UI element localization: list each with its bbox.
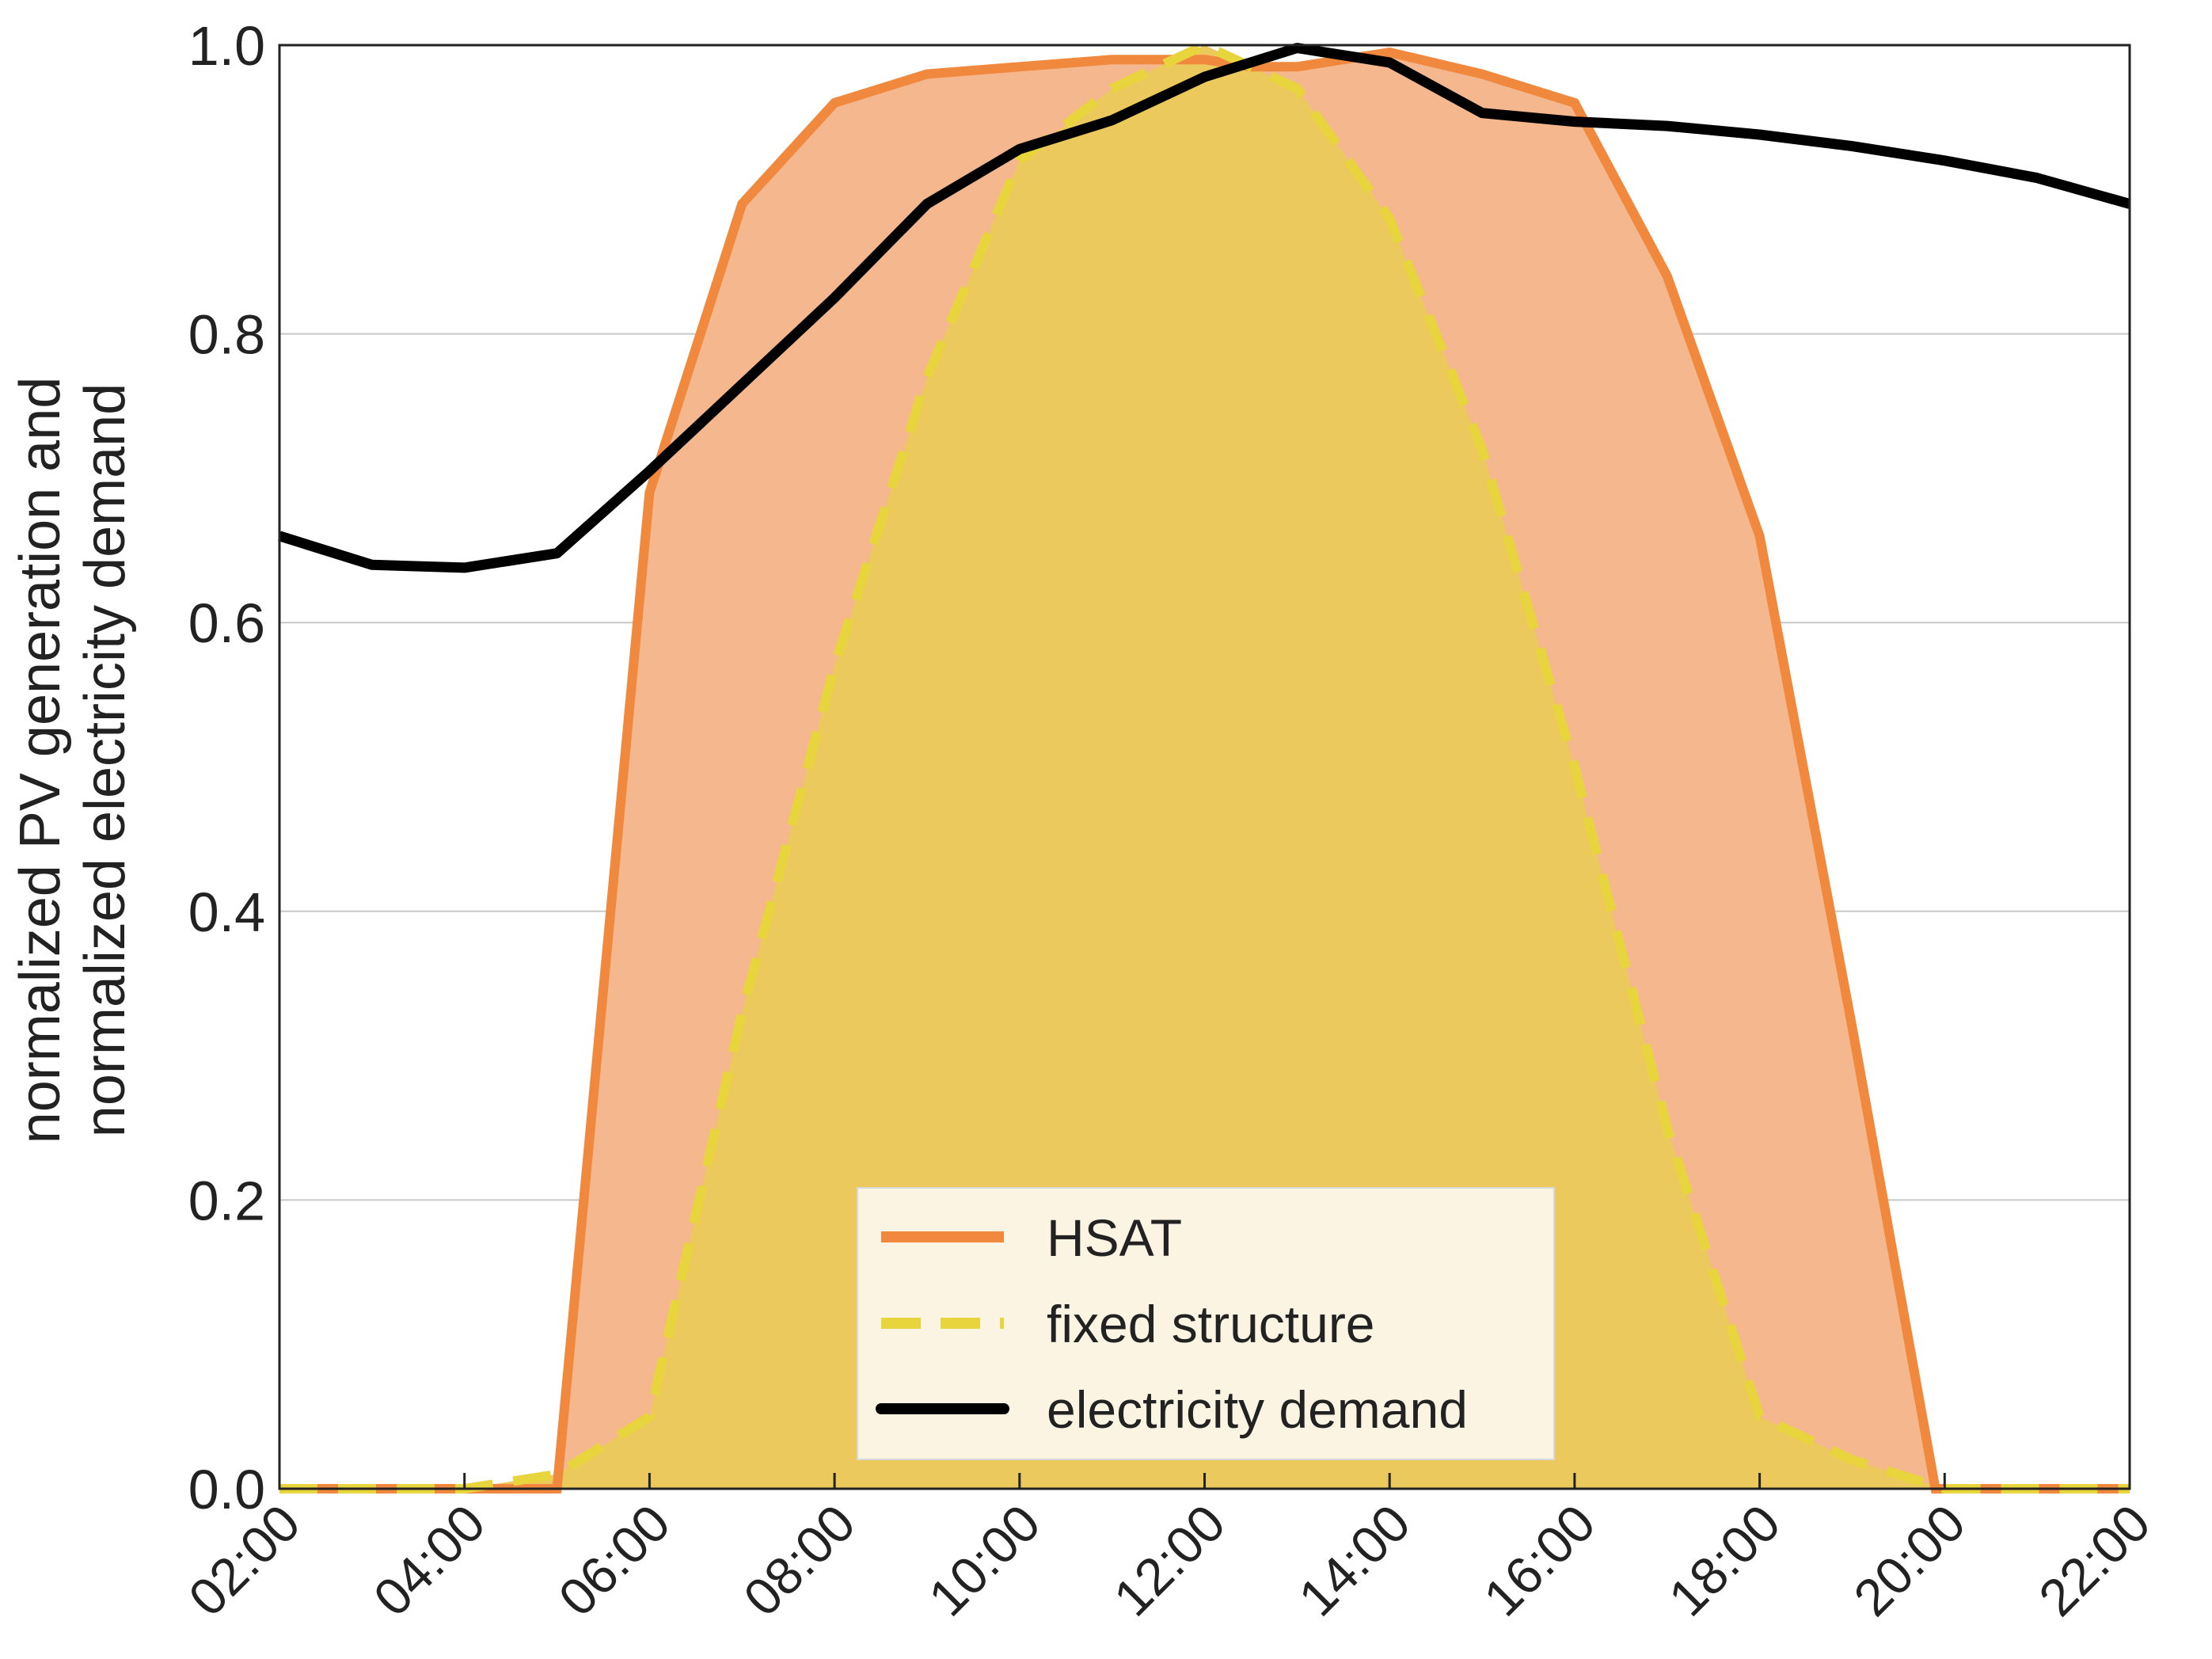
axis-ticks [278, 1473, 2131, 1489]
y-tick-label-3: 0.6 [188, 592, 265, 654]
series-lines [278, 40, 2131, 1493]
y-tick-label-2: 0.4 [188, 881, 265, 943]
legend: HSAT fixed structure electricity demand [857, 1187, 1555, 1460]
legend-label-fixed-structure: fixed structure [1047, 1295, 1375, 1353]
y-axis-title-line-1: normalized PV generation and [9, 377, 72, 1144]
y-axis-title-line-2: normalized electricity demand [74, 383, 137, 1137]
y-tick-label-5: 1.0 [188, 15, 265, 77]
y-tick-label-1: 0.2 [188, 1170, 265, 1231]
legend-label-hsat: HSAT [1047, 1208, 1182, 1267]
y-tick-label-4: 0.8 [188, 304, 265, 366]
series-line-electricity-demand [278, 43, 2131, 573]
series-line-hsat [279, 47, 2130, 1493]
y-tick-label-0: 0.0 [188, 1459, 265, 1520]
y-axis-title: normalized PV generation and normalized … [9, 377, 137, 1144]
legend-label-electricity-demand: electricity demand [1047, 1380, 1468, 1439]
